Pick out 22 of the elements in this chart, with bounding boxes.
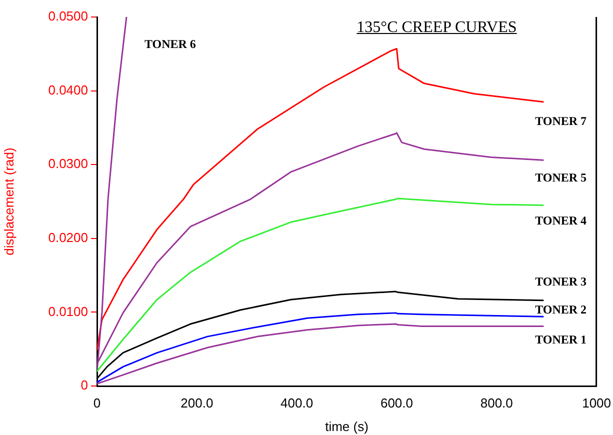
y-tick-label: 0.0100 [48, 304, 88, 319]
x-tick-label: 400.0 [280, 395, 314, 410]
y-tick-label: 0.0200 [48, 230, 88, 245]
y-axis-title: displacement (rad) [1, 148, 16, 256]
series-label: TONER 6 [144, 37, 196, 52]
x-tick-label: 0 [93, 395, 101, 410]
series-label: TONER 7 [535, 114, 587, 128]
series-label: TONER 2 [535, 302, 587, 317]
y-tick-label: 0 [80, 378, 88, 393]
chart-title: 135°C CREEP CURVES [356, 19, 517, 37]
x-tick-label: 1000 [582, 395, 611, 410]
series-label: TONER 1 [535, 332, 587, 346]
y-tick-label: 0.0300 [48, 156, 88, 172]
y-tick-label: 0.0500 [48, 8, 88, 24]
x-tick-label: 800.0 [480, 395, 513, 410]
x-axis-title: time (s) [325, 418, 368, 434]
y-tick-label: 0.0400 [48, 82, 88, 98]
series-label: TONER 3 [535, 274, 587, 288]
x-tick-label: 200.0 [180, 395, 214, 410]
x-tick-label: 600.0 [380, 395, 413, 410]
series-label: TONER 4 [535, 213, 587, 228]
series-label: TONER 5 [535, 170, 587, 184]
